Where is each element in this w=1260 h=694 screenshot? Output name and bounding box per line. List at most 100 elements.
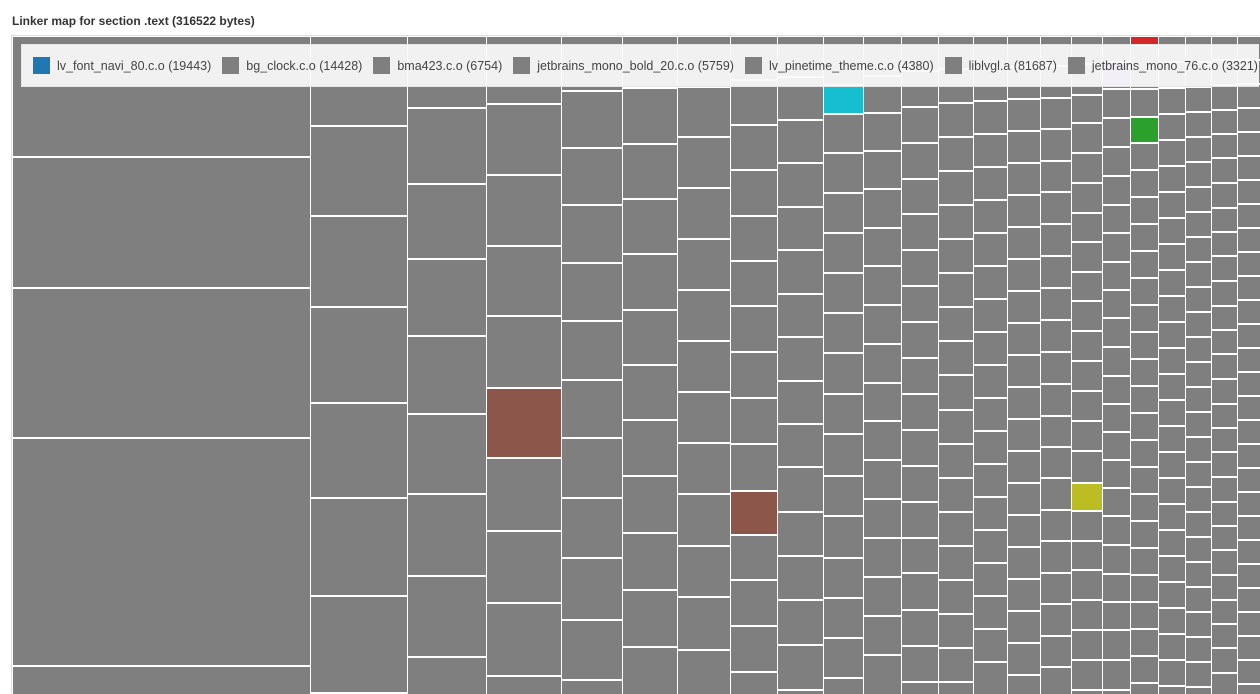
treemap-cell[interactable] (1159, 89, 1185, 113)
treemap-cell[interactable] (1008, 388, 1040, 418)
treemap-cell[interactable] (1131, 522, 1158, 547)
treemap-cell[interactable] (1186, 688, 1211, 694)
treemap-cell[interactable] (939, 445, 973, 477)
treemap-cell[interactable] (1008, 548, 1040, 578)
treemap-cell[interactable] (678, 651, 730, 694)
treemap-cell[interactable] (1103, 348, 1130, 375)
treemap-cell[interactable] (1159, 635, 1185, 659)
treemap-cell[interactable] (902, 574, 938, 609)
treemap-cell[interactable] (1186, 488, 1211, 511)
treemap-cell[interactable] (939, 206, 973, 238)
treemap-cell[interactable] (974, 564, 1007, 595)
treemap-cell[interactable] (824, 559, 863, 597)
treemap-cell[interactable] (408, 415, 486, 493)
treemap-cell[interactable] (1008, 100, 1040, 130)
treemap-cell[interactable] (864, 539, 901, 576)
treemap-cell[interactable] (1186, 263, 1211, 286)
treemap-cell[interactable] (1008, 132, 1040, 162)
treemap-cell[interactable] (487, 389, 561, 457)
treemap-cell[interactable] (1041, 448, 1071, 477)
treemap-cell[interactable] (1238, 205, 1260, 227)
treemap-cell[interactable] (1212, 527, 1237, 549)
treemap-cell[interactable] (1072, 512, 1102, 540)
treemap-cell[interactable] (902, 144, 938, 178)
treemap-cell[interactable] (902, 467, 938, 501)
treemap-cell[interactable] (623, 534, 677, 589)
treemap-cell[interactable] (1041, 574, 1071, 603)
treemap-cell[interactable] (902, 180, 938, 213)
treemap-cell[interactable] (487, 532, 561, 602)
treemap-cell[interactable] (1072, 631, 1102, 659)
treemap-cell[interactable] (1008, 484, 1040, 514)
treemap-cell[interactable] (311, 597, 407, 692)
treemap-cell[interactable] (1131, 441, 1158, 466)
treemap-cell[interactable] (408, 495, 486, 575)
treemap-cell[interactable] (1131, 495, 1158, 520)
treemap-cell[interactable] (1159, 531, 1185, 555)
treemap-cell[interactable] (678, 138, 730, 187)
treemap-cell[interactable] (311, 404, 407, 497)
treemap-cell[interactable] (1072, 154, 1102, 182)
treemap-cell[interactable] (1131, 657, 1158, 682)
treemap-cell[interactable] (1041, 99, 1071, 128)
treemap-cell[interactable] (974, 663, 1007, 694)
treemap-cell[interactable] (1186, 563, 1211, 586)
treemap-cell[interactable] (1041, 668, 1071, 694)
treemap-cell[interactable] (311, 499, 407, 595)
treemap-cell[interactable] (562, 381, 622, 437)
treemap-cell[interactable] (1238, 685, 1260, 694)
treemap-cell[interactable] (864, 345, 901, 382)
treemap-cell[interactable] (1159, 349, 1185, 373)
treemap-cell[interactable] (1072, 484, 1102, 510)
treemap-cell[interactable] (1159, 661, 1185, 685)
treemap-cell[interactable] (1131, 414, 1158, 439)
treemap-cell[interactable] (1238, 397, 1260, 419)
treemap-cell[interactable] (1103, 234, 1130, 261)
treemap-cell[interactable] (974, 366, 1007, 397)
treemap-cell[interactable] (939, 308, 973, 340)
treemap-cell[interactable] (1212, 86, 1237, 109)
treemap-cell[interactable] (824, 517, 863, 557)
treemap-cell[interactable] (1131, 37, 1158, 44)
legend-item[interactable]: jetbrains_mono_bold_20.c.o (5759) (513, 57, 734, 74)
treemap-cell[interactable] (1103, 433, 1130, 459)
treemap-cell[interactable] (778, 691, 823, 694)
legend-item[interactable]: lv_pinetime_theme.c.o (4380) (744, 57, 934, 74)
treemap-cell[interactable] (1159, 245, 1185, 269)
treemap-cell[interactable] (1159, 375, 1185, 399)
treemap-cell[interactable] (864, 384, 901, 420)
treemap-cell[interactable] (864, 229, 901, 265)
treemap-cell[interactable] (1103, 631, 1130, 659)
treemap-cell[interactable] (824, 194, 863, 232)
treemap-cell[interactable] (1072, 661, 1102, 689)
treemap-cell[interactable] (1212, 649, 1237, 672)
treemap-cell[interactable] (1103, 575, 1130, 601)
treemap-cell[interactable] (1103, 405, 1130, 431)
treemap-cell[interactable] (1041, 479, 1071, 509)
treemap-cell[interactable] (1186, 538, 1211, 561)
treemap-cell[interactable] (678, 598, 730, 649)
treemap-cell[interactable] (824, 86, 863, 113)
treemap-cell[interactable] (902, 503, 938, 537)
treemap-cell[interactable] (1072, 542, 1102, 569)
treemap-cell[interactable] (1159, 193, 1185, 217)
treemap-cell[interactable] (731, 673, 777, 694)
treemap-cell[interactable] (1103, 206, 1130, 232)
treemap-cell[interactable] (1103, 377, 1130, 403)
treemap-cell[interactable] (939, 411, 973, 443)
treemap-cell[interactable] (731, 126, 777, 169)
treemap-cell[interactable] (1238, 325, 1260, 347)
treemap-cell[interactable] (1238, 445, 1260, 467)
treemap-cell[interactable] (1212, 453, 1237, 476)
treemap-cell[interactable] (1186, 238, 1211, 261)
treemap-cell[interactable] (678, 189, 730, 238)
treemap-cell[interactable] (1186, 413, 1211, 436)
treemap-cell[interactable] (778, 338, 823, 380)
treemap-cell[interactable] (562, 264, 622, 320)
treemap-cell[interactable] (1072, 214, 1102, 241)
treemap-cell[interactable] (974, 300, 1007, 331)
treemap-cell[interactable] (1159, 115, 1185, 139)
treemap-cell[interactable] (1041, 417, 1071, 446)
treemap-cell[interactable] (1212, 625, 1237, 647)
legend-item[interactable]: lv_font_navi_80.c.o (19443) (33, 57, 211, 74)
